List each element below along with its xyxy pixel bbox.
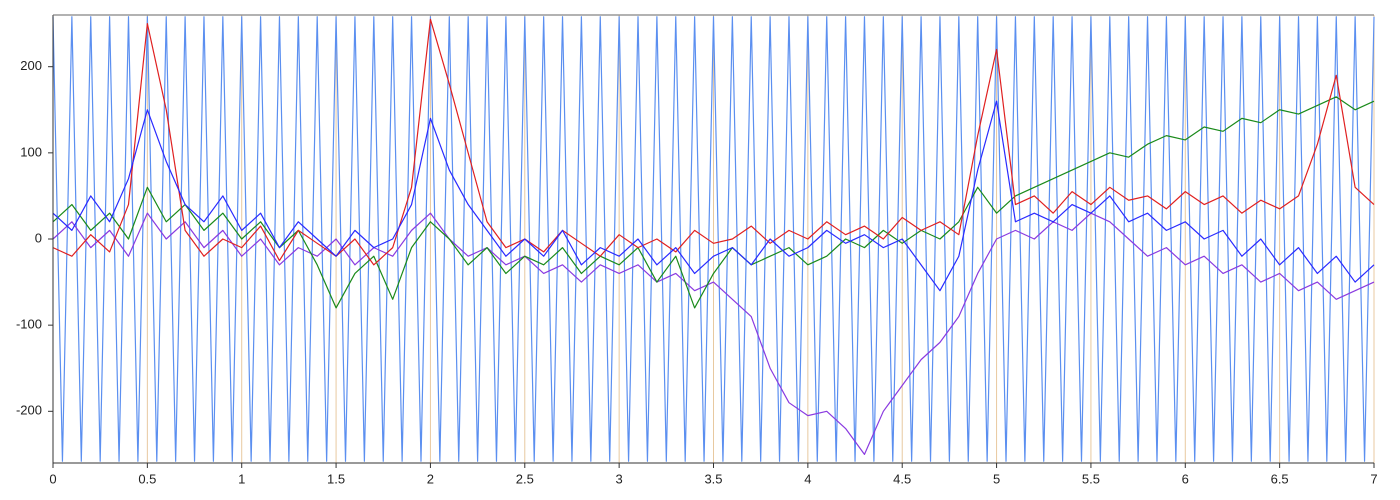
axes: 0 0.5 1 1.5 2 2.5 3 3.5 4 4.5 5 5.5 6 6.5 7 -200 -100 0 10… [16, 14, 1378, 486]
x-tick-label: 0 [49, 471, 56, 486]
y-tick-label: -100 [16, 317, 42, 332]
x-tick-label: 6 [1182, 471, 1189, 486]
series-line [52, 212, 1375, 455]
x-tick-label: 5.5 [1082, 471, 1100, 486]
x-tick-label: 5 [993, 471, 1000, 486]
x-tick-label: 4 [804, 471, 811, 486]
series-line [52, 96, 1375, 309]
grid [52, 15, 1375, 463]
x-tick-label: 2.5 [516, 471, 534, 486]
y-tick-label: -200 [16, 403, 42, 418]
x-tick-label: 6.5 [1271, 471, 1289, 486]
y-tick-label: 100 [20, 144, 42, 159]
x-tick-label: 3 [616, 471, 623, 486]
x-tick-label: 4.5 [893, 471, 911, 486]
plot-area [52, 16, 1375, 462]
series-line [52, 100, 1375, 292]
series-line [52, 16, 1375, 462]
x-tick-label: 1 [238, 471, 245, 486]
x-tick-label: 1.5 [327, 471, 345, 486]
y-tick-label: 0 [35, 230, 42, 245]
x-tick-label: 7 [1370, 471, 1377, 486]
x-tick-label: 3.5 [704, 471, 722, 486]
y-tick-label: 200 [20, 58, 42, 73]
x-tick-label: 2 [427, 471, 434, 486]
series-line [52, 18, 1375, 266]
x-tick-label: 0.5 [138, 471, 156, 486]
